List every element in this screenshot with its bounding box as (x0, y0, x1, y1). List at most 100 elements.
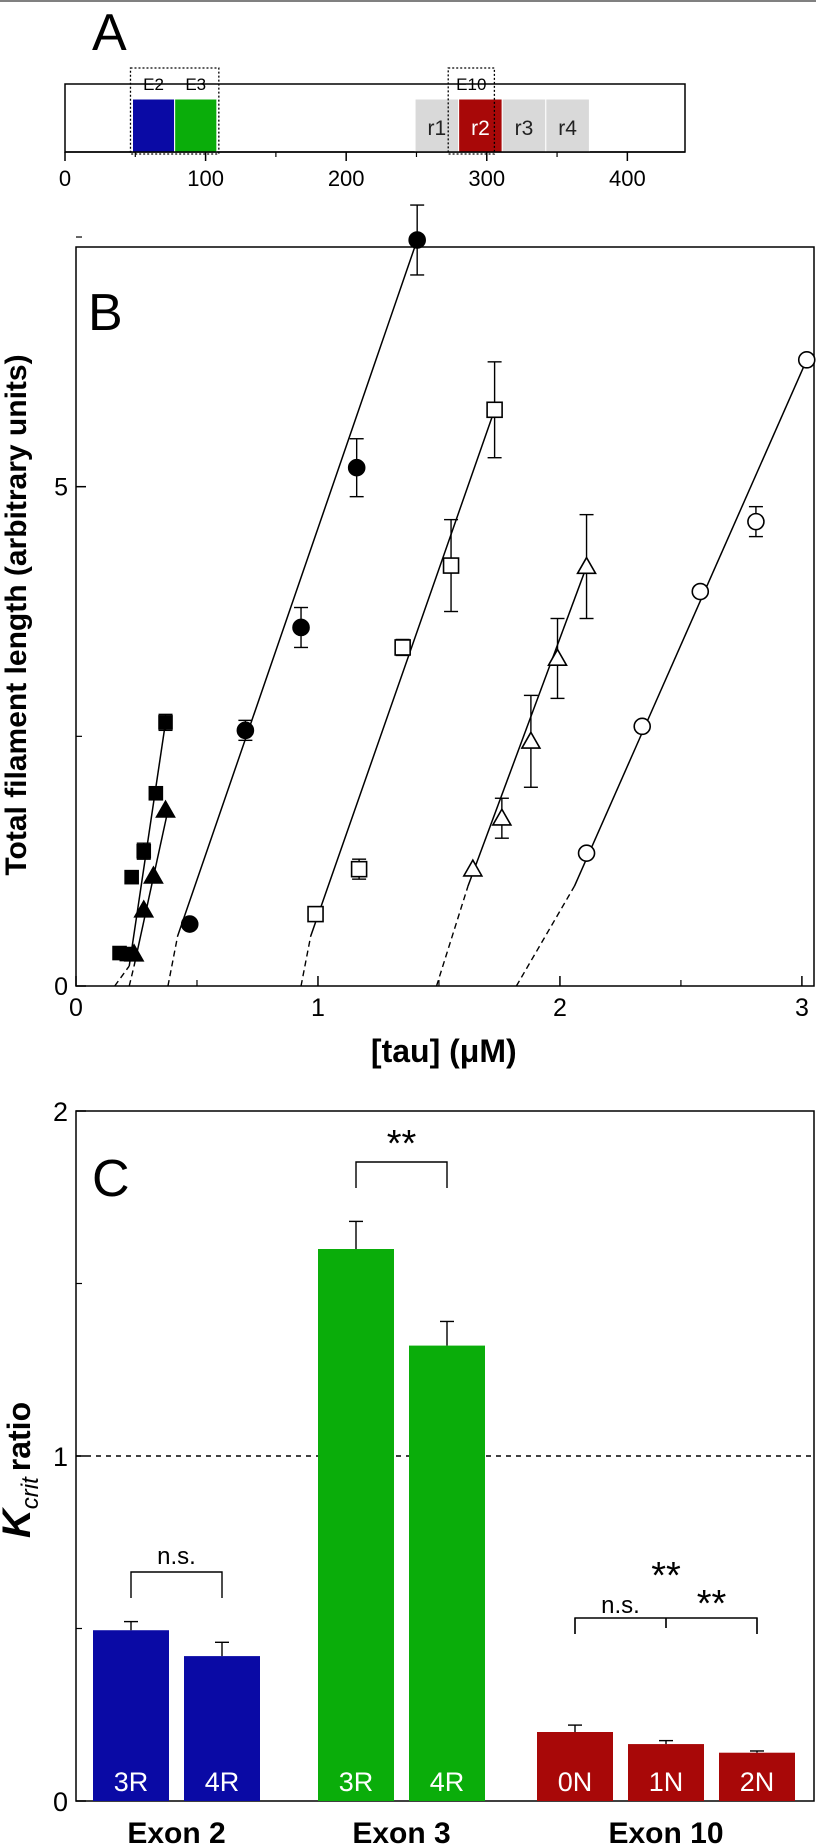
exon-box-0 (129, 67, 220, 155)
c-ytick-label-2: 2 (53, 1097, 68, 1127)
fit-line-2 (176, 239, 418, 937)
fit-extrapolation-0 (114, 965, 130, 987)
c-y-axis-title-rest: ratio (1, 1402, 37, 1471)
panel-b-label: B (88, 284, 123, 342)
point-circle-filled-1 (236, 721, 255, 740)
point-triangle-open-3 (547, 647, 568, 666)
fit-extrapolation-4 (435, 885, 469, 987)
b-xtick-label-1: 1 (311, 994, 325, 1022)
region-label-r4: r4 (558, 117, 577, 140)
b-xtick-label-2: 2 (553, 994, 567, 1022)
c-y-axis-title: Kcrit ratio (0, 1402, 44, 1538)
point-square-open-3 (442, 557, 460, 574)
panel-a: A r1 r2 r3 r4 E2 E3 E10 0 100 200 300 400 (59, 4, 686, 191)
point-triangle-filled-3 (155, 799, 176, 818)
panel-c: C 0 1 2 Kcrit ratio 3R 4R Exon 2 3R 4R Exon 3 0N 1N 2… (0, 1097, 815, 1848)
point-triangle-open-1 (491, 807, 513, 826)
fit-extrapolation-3 (300, 935, 312, 987)
a-tick-label-1: 100 (187, 166, 224, 191)
bar-label-3R: 3R (114, 1767, 149, 1797)
exon-box-1 (447, 67, 496, 155)
region-E2 (131, 98, 176, 153)
c-y-axis-title-k: K (0, 1506, 39, 1538)
fit-line-4 (467, 566, 588, 887)
point-square-open-2 (394, 639, 411, 656)
group-label-0: Exon 2 (127, 1817, 225, 1848)
panel-c-label: C (92, 1150, 130, 1208)
point-square-filled-5 (158, 715, 173, 730)
c-ytick-label-0: 0 (53, 1787, 68, 1817)
point-triangle-open-0 (462, 858, 484, 877)
c-y-axis-title-sub: crit (17, 1476, 44, 1509)
sig-label-1: ** (387, 1123, 417, 1165)
a-tick-label-2: 200 (328, 166, 365, 191)
bar-exon-10-2N (719, 1752, 795, 1801)
point-triangle-open-4 (576, 555, 597, 575)
bar-label-0N: 0N (558, 1767, 593, 1797)
b-xtick-label-3: 3 (795, 994, 809, 1022)
exon-box-label-E3: E3 (185, 75, 206, 94)
point-square-open-0 (307, 905, 324, 923)
point-circle-filled-3 (347, 458, 366, 477)
a-tick-label-3: 300 (468, 166, 505, 191)
region-label-r2: r2 (471, 117, 490, 140)
bar-label-4R: 4R (430, 1767, 465, 1797)
b-xtick-label-0: 0 (69, 994, 83, 1022)
point-circle-filled-2 (292, 618, 310, 637)
point-triangle-filled-2 (143, 865, 164, 884)
fit-extrapolation-2 (167, 935, 179, 987)
bar-label-2N: 2N (740, 1767, 775, 1797)
point-circle-open-1 (633, 717, 652, 736)
exon-box-label-E2: E2 (143, 75, 164, 94)
bar-exon-2-3R (93, 1630, 169, 1801)
region-label-r1: r1 (428, 117, 447, 140)
sig-label-0: n.s. (157, 1543, 196, 1570)
b-ytick-label-0: 0 (54, 973, 68, 1001)
fit-line-3 (310, 409, 496, 937)
region-label-r3: r3 (515, 117, 534, 140)
bar-exon-3-4R (409, 1345, 485, 1801)
fit-extrapolation-1 (128, 965, 135, 987)
point-circle-open-4 (797, 351, 816, 369)
b-x-axis-title: [tau] (μM) (371, 1033, 517, 1069)
exon-box-label-E10: E10 (456, 75, 486, 94)
bar-label-1N: 1N (649, 1767, 684, 1797)
panel-a-label: A (92, 4, 127, 62)
b-ytick-label-1: 5 (54, 474, 68, 502)
region-r1 (414, 98, 460, 153)
point-triangle-open-2 (520, 730, 542, 749)
point-circle-open-2 (691, 582, 710, 601)
bar-exon-3-3R (318, 1249, 394, 1801)
a-tick-label-0: 0 (59, 166, 71, 191)
point-square-filled-3 (136, 843, 152, 859)
sig-bracket-0 (130, 1571, 223, 1598)
group-label-1: Exon 3 (352, 1817, 450, 1848)
point-circle-open-3 (747, 512, 765, 531)
point-square-filled-2 (124, 869, 139, 885)
bar-exon-2-4R (184, 1656, 260, 1801)
sig-bracket-1 (355, 1161, 448, 1188)
region-E3 (174, 98, 218, 153)
group-label-2: Exon 10 (608, 1817, 723, 1848)
b-plot-frame (75, 246, 815, 987)
point-circle-filled-0 (180, 915, 199, 933)
point-triangle-filled-0 (123, 943, 145, 962)
sig-label-4: ** (651, 1555, 681, 1597)
bar-label-3R: 3R (339, 1767, 374, 1797)
c-ytick-label-1: 1 (53, 1442, 68, 1472)
point-triangle-filled-1 (133, 899, 155, 918)
point-circle-open-0 (577, 844, 596, 862)
point-square-open-4 (486, 401, 503, 419)
point-circle-filled-4 (408, 231, 426, 249)
point-square-filled-4 (148, 785, 164, 801)
a-tick-label-4: 400 (609, 166, 646, 191)
b-y-axis-title: Total filament length (arbitrary units) (0, 354, 33, 875)
bar-label-4R: 4R (205, 1767, 240, 1797)
point-square-open-1 (350, 860, 368, 878)
panel-b: B 0 1 2 3 0 5 [tau] (μM) Total filament length … (0, 204, 816, 1069)
region-r4 (545, 98, 590, 153)
fit-line-5 (573, 359, 808, 887)
sig-bracket-4 (574, 1617, 758, 1634)
